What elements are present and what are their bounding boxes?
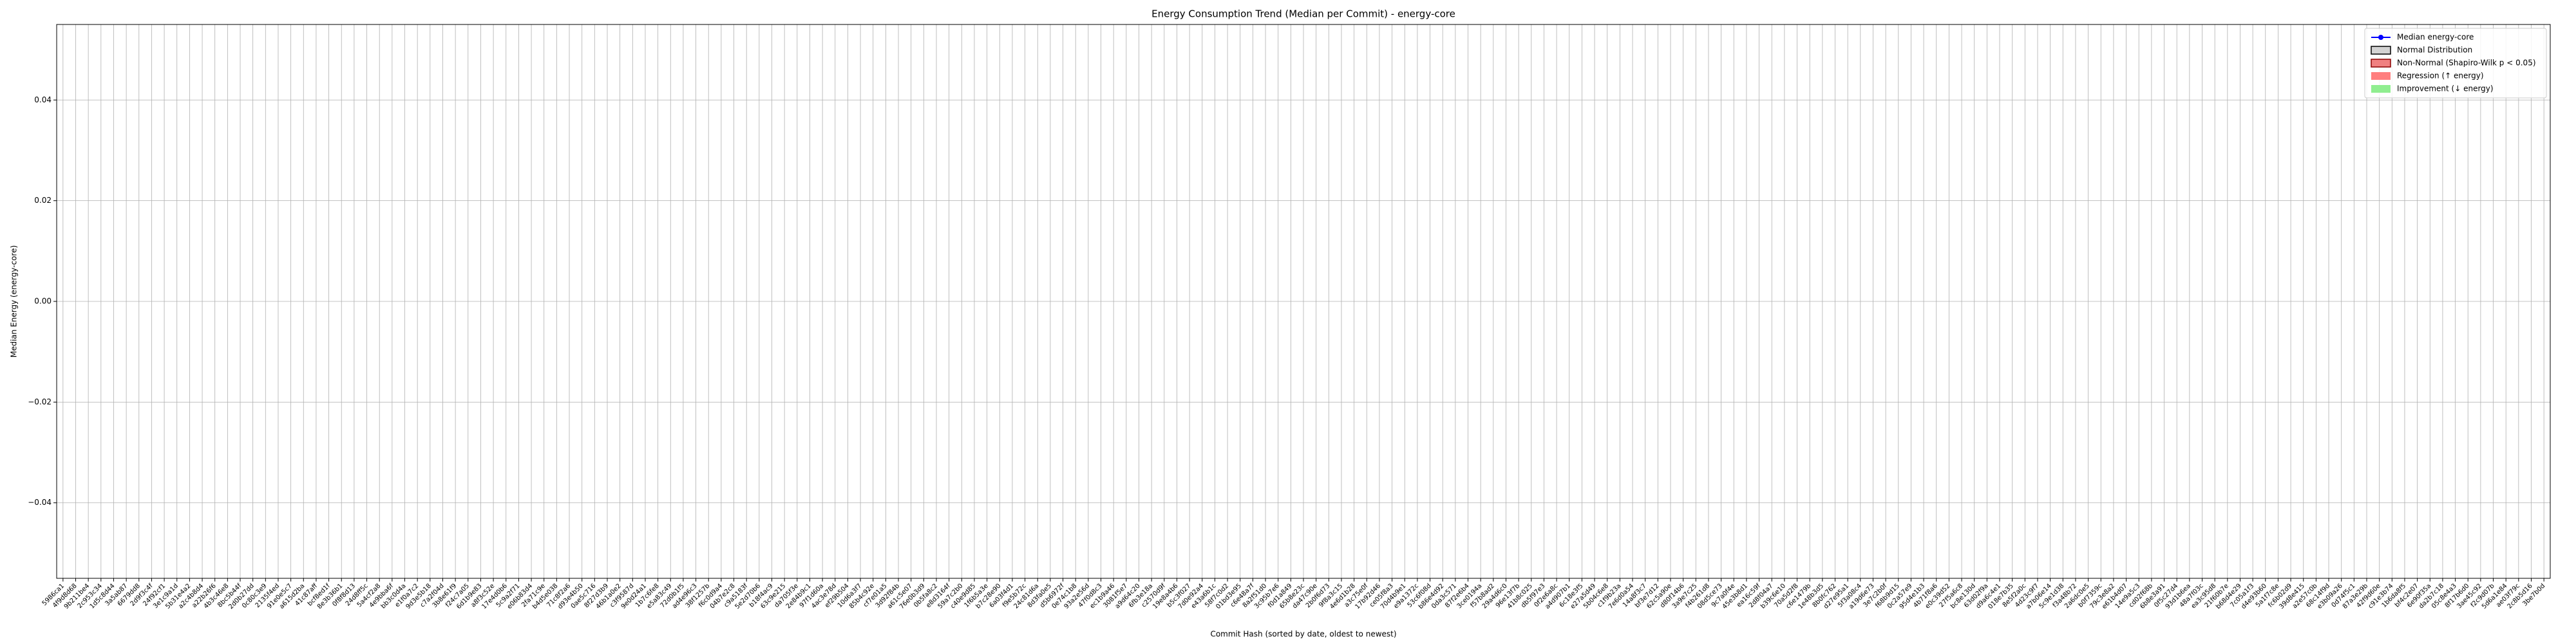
legend-label: Non-Normal (Shapiro-Wilk p < 0.05) <box>2397 59 2536 68</box>
y-axis-label: Median Energy (energy-core) <box>10 245 19 358</box>
chart-title: Energy Consumption Trend (Median per Com… <box>1151 8 1455 20</box>
legend-patch <box>2371 72 2391 80</box>
y-tick-label: 0.02 <box>34 196 52 205</box>
y-tick-label: 0.00 <box>34 297 52 306</box>
legend-label: Normal Distribution <box>2397 46 2472 55</box>
legend-marker <box>2378 35 2383 40</box>
legend-label: Regression (↑ energy) <box>2397 71 2484 80</box>
y-tick-label: −0.04 <box>28 498 52 507</box>
plot-frame <box>56 24 2551 579</box>
legend-patch <box>2371 85 2391 93</box>
legend-label: Median energy-core <box>2397 33 2474 42</box>
legend: Median energy-core Normal Distribution Non… <box>2364 28 2547 99</box>
x-axis-label: Commit Hash (sorted by date, oldest to n… <box>1210 630 1396 639</box>
legend-label: Improvement (↓ energy) <box>2397 84 2494 93</box>
y-tick-label: −0.02 <box>28 397 52 406</box>
legend-patch <box>2371 59 2391 68</box>
legend-box <box>2364 28 2547 99</box>
legend-patch <box>2371 46 2391 55</box>
y-tick-label: 0.04 <box>34 95 52 104</box>
